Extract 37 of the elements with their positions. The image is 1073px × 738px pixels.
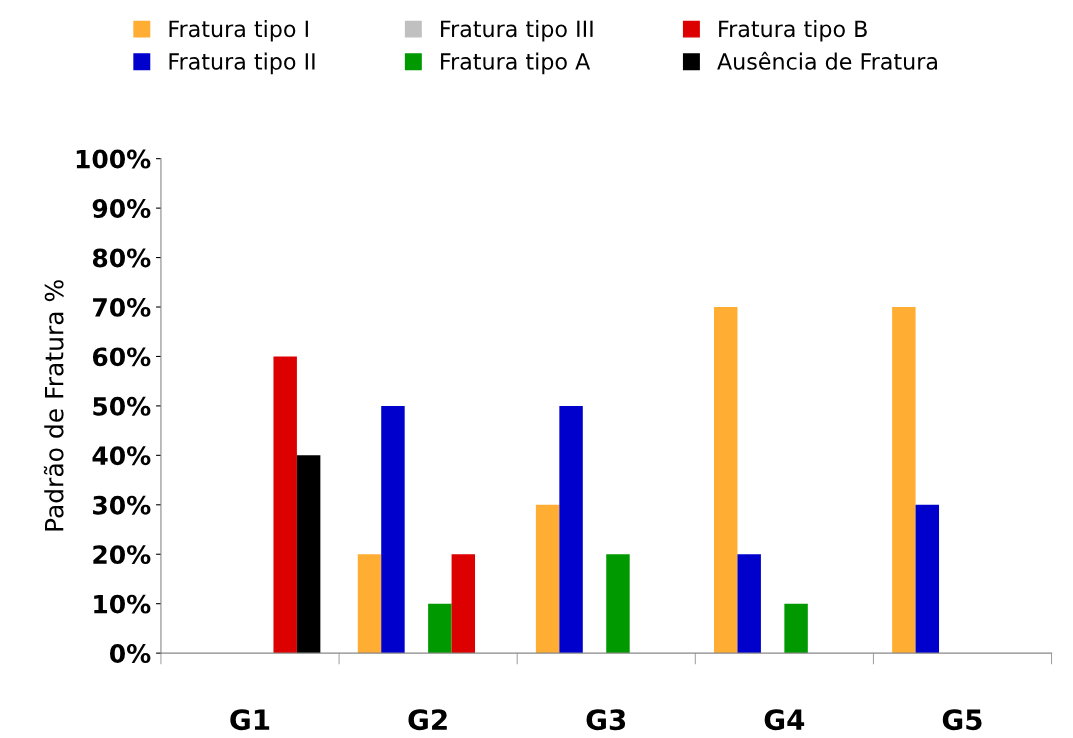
y-tick-label: 70% [93,297,151,317]
bar [714,307,738,654]
legend-label: Fratura tipo II [169,52,315,75]
y-tick-label: 90% [92,199,151,218]
bar [381,405,405,654]
x-tick-label: G2 [408,709,447,731]
bar [784,603,808,654]
y-tick-label: 0% [109,644,151,663]
legend-label: Fratura tipo B [719,20,867,42]
legend-label: Fratura tipo I [169,20,308,42]
bar [606,554,630,654]
y-tick-label: 40% [92,446,151,466]
legend-label: Fratura tipo III [441,20,593,42]
bar [357,554,382,654]
x-tick-label: G5 [942,709,982,731]
y-tick-label: 80% [92,248,151,268]
legend-label: Ausência de Fratura [717,51,937,70]
bar [915,504,940,654]
y-tick-label: 30% [93,495,151,515]
x-tick-label: G1 [230,709,270,731]
bar [451,554,476,654]
bar [559,405,583,654]
bar [892,307,916,654]
bar [535,504,560,654]
y-tick-label: 100% [76,149,151,169]
y-tick-label: 20% [93,545,151,565]
y-tick-label: 10% [94,594,151,614]
y-axis-title: Padrão de Fratura % [43,280,64,531]
y-tick-label: 60% [92,347,151,367]
bar [737,554,761,654]
bar [296,455,321,654]
x-tick-label: G4 [764,709,805,731]
x-tick-label: G3 [586,709,626,731]
y-tick-label: 50% [93,396,151,416]
bar [428,603,452,654]
bar [273,356,297,654]
legend-label: Fratura tipo A [441,52,591,75]
